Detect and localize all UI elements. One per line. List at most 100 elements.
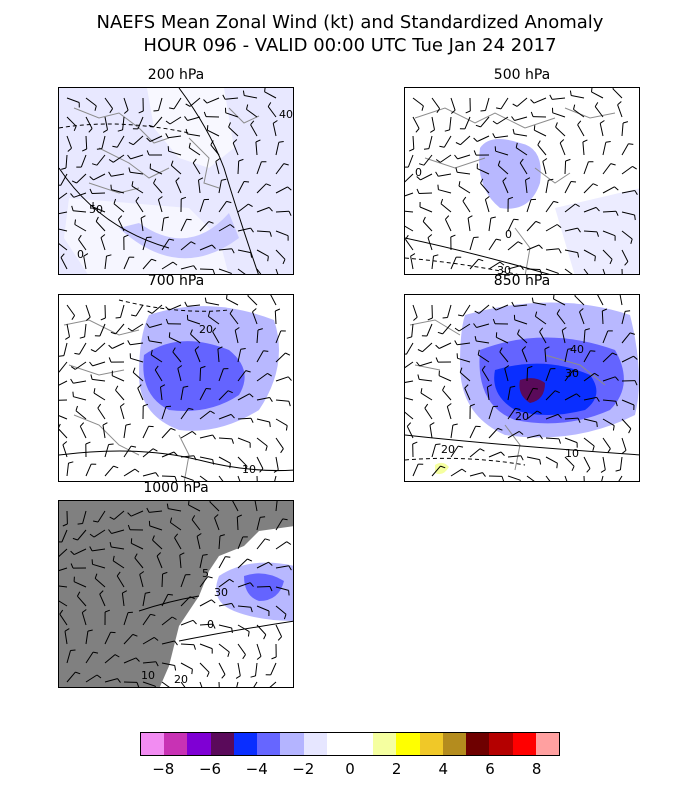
wind-barb-flag: [267, 256, 269, 262]
wind-barb: [188, 147, 201, 156]
wind-barb: [161, 451, 175, 458]
wind-barb-flag: [138, 110, 144, 114]
wind-barb: [602, 399, 616, 402]
wind-barb-flag: [536, 410, 542, 415]
wind-barb: [196, 536, 201, 550]
wind-barb: [142, 636, 155, 645]
wind-barb-flag: [193, 644, 196, 650]
wind-barb: [149, 340, 163, 344]
wind-barb: [180, 455, 194, 458]
wind-barb-flag: [625, 310, 631, 312]
wind-barb: [254, 501, 258, 512]
wind-barb-flag: [437, 184, 439, 190]
wind-barb: [191, 519, 201, 531]
wind-barb: [621, 143, 629, 156]
wind-barb: [218, 643, 230, 653]
wind-barb: [602, 456, 606, 470]
wind-barb: [85, 674, 98, 683]
wind-barb-flag: [571, 466, 575, 472]
wind-barb: [535, 315, 547, 325]
wind-barb: [564, 249, 578, 254]
wind-barb: [161, 640, 175, 645]
wind-barb: [180, 265, 194, 270]
wind-barb-flag: [228, 122, 231, 128]
wind-barb-flag: [88, 128, 93, 133]
wind-barb-flag: [99, 590, 104, 595]
wind-barb: [256, 397, 270, 401]
wind-barb: [66, 463, 69, 477]
wind-barb-flag: [77, 523, 83, 525]
wind-barb: [160, 387, 163, 401]
wind-barb: [480, 182, 490, 194]
wind-barb: [275, 230, 289, 237]
wind-barb: [161, 573, 164, 588]
wind-barb-flag: [544, 346, 550, 350]
wind-barb-flag: [458, 181, 461, 187]
wind-barb-flag: [553, 200, 559, 204]
wind-barb-flag: [479, 448, 485, 452]
wind-barb: [621, 399, 635, 406]
wind-barb: [440, 203, 452, 213]
wind-barb-flag: [170, 427, 176, 431]
wind-barb-flag: [188, 142, 191, 148]
wind-barb-flag: [624, 261, 629, 266]
wind-barb: [594, 106, 604, 118]
wind-barb-flag: [508, 196, 514, 200]
wind-barb-flag: [68, 461, 74, 464]
wind-barb: [514, 319, 528, 325]
wind-barb: [274, 475, 277, 481]
wind-barb-flag: [219, 534, 225, 537]
wind-barb: [422, 342, 433, 353]
wind-barb-flag: [165, 306, 170, 311]
wind-barb-flag: [94, 573, 98, 579]
wind-barb-flag: [584, 328, 590, 331]
wind-barb-flag: [480, 178, 484, 184]
wind-barb: [564, 456, 575, 467]
colorbar-swatch: [210, 733, 234, 755]
wind-barb: [85, 135, 88, 150]
wind-barb: [256, 418, 270, 423]
wind-barb: [270, 295, 277, 306]
wind-barb: [583, 249, 596, 257]
wind-barb: [97, 407, 106, 420]
panel-title-700hpa: 700 hPa: [147, 273, 205, 289]
wind-barb: [123, 256, 130, 270]
wind-barb-flag: [520, 455, 524, 461]
wind-barb: [275, 518, 284, 531]
wind-barb-flag: [455, 167, 458, 173]
wind-barb-flag: [288, 401, 291, 407]
wind-barb: [256, 230, 271, 233]
wind-barb-flag: [131, 181, 134, 187]
wind-barb-flag: [235, 675, 241, 679]
wind-barb-flag: [250, 120, 255, 126]
wind-barb-flag: [285, 425, 288, 431]
wind-barb-flag: [478, 258, 484, 262]
wind-barb: [130, 510, 144, 517]
wind-barb-flag: [109, 541, 112, 548]
wind-barb-flag: [553, 295, 555, 299]
wind-barb: [431, 465, 441, 477]
wind-barb-flag: [615, 469, 621, 472]
wind-barb-flag: [286, 541, 292, 545]
wind-barb-flag: [269, 231, 272, 237]
wind-barb-flag: [250, 417, 254, 423]
wind-barb-flag: [70, 193, 75, 198]
wind-barb: [111, 546, 125, 550]
wind-barb: [275, 186, 288, 194]
wind-barb: [256, 586, 271, 588]
wind-barb: [552, 97, 566, 100]
wind-barb-flag: [134, 553, 138, 559]
map-200hpa-svg: [59, 88, 293, 274]
wind-barb-flag: [473, 137, 478, 142]
wind-barb-flag: [481, 365, 486, 371]
wind-barb: [481, 369, 490, 382]
wind-barb-flag: [440, 198, 444, 204]
figure-title-line-1: NAEFS Mean Zonal Wind (kt) and Standardi…: [96, 12, 604, 33]
contour-label: 30: [497, 264, 511, 275]
wind-barb-flag: [132, 633, 138, 637]
wind-barb: [507, 265, 521, 270]
wind-barb-flag: [614, 376, 619, 381]
wind-barb: [75, 410, 87, 420]
wind-barb: [96, 154, 106, 166]
wind-barb-flag: [467, 215, 473, 219]
